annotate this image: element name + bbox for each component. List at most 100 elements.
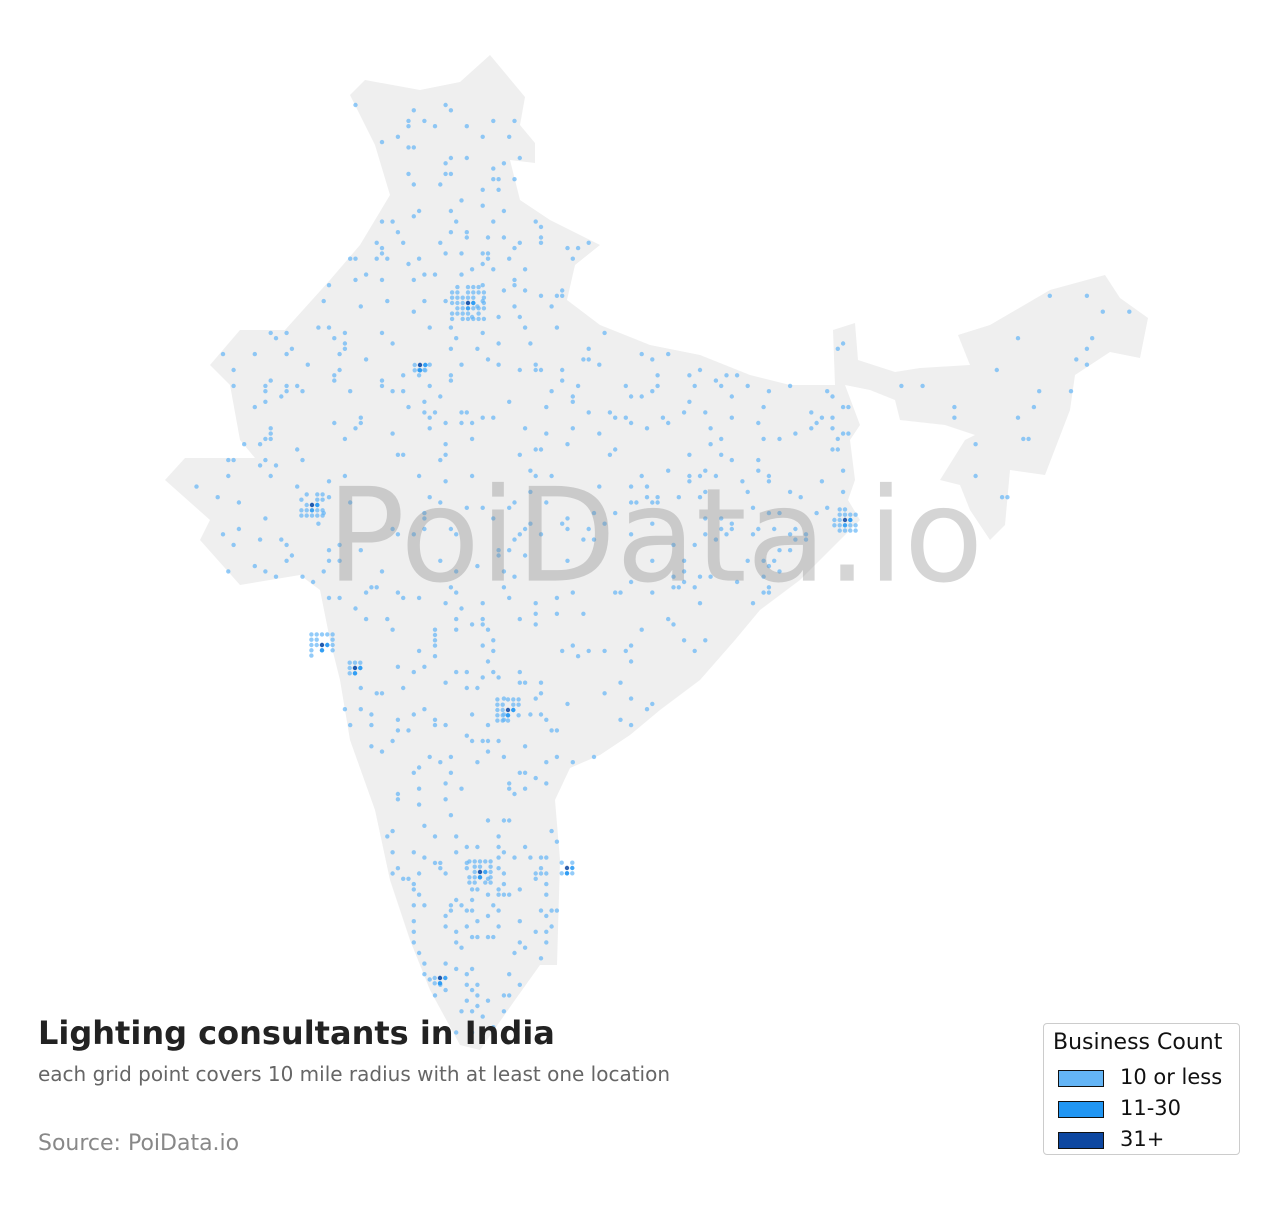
grid-point <box>422 118 427 124</box>
grid-point <box>761 558 766 563</box>
grid-point <box>459 945 464 950</box>
grid-point <box>284 558 289 563</box>
grid-point <box>517 367 522 373</box>
grid-point <box>448 325 454 330</box>
grid-point <box>332 420 337 426</box>
grid-point <box>348 389 353 394</box>
grid-point <box>703 468 708 473</box>
grid-point <box>522 426 528 431</box>
grid-point <box>469 897 475 903</box>
grid-point <box>358 685 363 691</box>
grid-point <box>591 537 597 542</box>
grid-point <box>480 415 485 420</box>
grid-point <box>279 394 284 399</box>
grid-point <box>416 373 422 378</box>
grid-point <box>713 473 719 479</box>
grid-point <box>443 961 448 966</box>
grid-point <box>459 786 464 791</box>
grid-point <box>591 510 597 516</box>
grid-point <box>570 865 575 871</box>
grid-point <box>379 277 385 283</box>
grid-point <box>438 394 443 399</box>
grid-point <box>565 526 570 532</box>
grid-point <box>560 378 565 383</box>
grid-point <box>496 738 501 744</box>
grid-point <box>708 442 713 447</box>
grid-point <box>464 908 469 913</box>
grid-point <box>295 447 300 452</box>
grid-point <box>432 627 438 632</box>
grid-point <box>300 457 305 463</box>
grid-point <box>756 420 761 426</box>
grid-point <box>465 284 471 290</box>
grid-point <box>517 887 522 892</box>
grid-point <box>423 362 428 368</box>
grid-point <box>687 452 692 457</box>
grid-point <box>480 675 485 680</box>
grid-point <box>819 415 825 420</box>
grid-point <box>501 993 507 998</box>
grid-point <box>411 145 416 150</box>
grid-point <box>432 981 437 986</box>
grid-point <box>676 495 681 500</box>
grid-point <box>437 981 443 986</box>
grid-point <box>538 293 544 298</box>
grid-point <box>842 517 848 523</box>
grid-point <box>443 452 448 457</box>
grid-point <box>703 516 708 521</box>
grid-point <box>443 251 448 256</box>
grid-point <box>417 362 423 368</box>
grid-point <box>390 219 395 224</box>
grid-point <box>750 532 756 537</box>
grid-point <box>422 903 427 908</box>
grid-point <box>348 500 353 505</box>
grid-point <box>830 426 835 431</box>
grid-point <box>703 410 708 415</box>
grid-point <box>681 569 687 574</box>
grid-point <box>390 828 395 834</box>
grid-point <box>379 330 385 336</box>
grid-point <box>538 367 544 373</box>
grid-point <box>320 492 325 497</box>
grid-point <box>432 124 438 129</box>
grid-point <box>544 929 549 934</box>
grid-point <box>1084 346 1090 351</box>
grid-point <box>395 866 401 871</box>
grid-point <box>597 484 602 489</box>
grid-point <box>538 866 544 871</box>
grid-point <box>315 492 320 497</box>
grid-point <box>305 362 310 367</box>
grid-point <box>422 664 427 669</box>
grid-point <box>455 290 460 295</box>
grid-point <box>501 881 507 887</box>
grid-point <box>385 298 390 304</box>
grid-point <box>840 468 846 473</box>
grid-point <box>517 240 522 245</box>
grid-point <box>469 436 475 442</box>
grid-point <box>427 325 432 330</box>
grid-point <box>465 300 471 306</box>
grid-point <box>416 892 422 897</box>
grid-point <box>432 272 438 277</box>
grid-point <box>358 420 363 426</box>
grid-point <box>1031 404 1037 410</box>
grid-point <box>481 306 487 311</box>
grid-point <box>613 447 618 452</box>
grid-point <box>512 574 517 579</box>
grid-point <box>495 718 500 723</box>
grid-point <box>607 410 613 415</box>
grid-point <box>326 283 332 288</box>
grid-point <box>279 537 284 542</box>
grid-point <box>1037 389 1042 394</box>
grid-point <box>666 351 671 357</box>
grid-point <box>586 240 591 245</box>
grid-point <box>544 760 549 765</box>
grid-point <box>454 966 459 972</box>
grid-point <box>401 240 406 245</box>
grid-point <box>628 579 634 585</box>
legend-swatch <box>1058 1100 1104 1118</box>
subtitle: each grid point covers 10 mile radius wi… <box>38 1062 671 1086</box>
grid-point <box>401 685 406 691</box>
grid-point <box>544 404 549 410</box>
grid-point <box>454 569 459 574</box>
